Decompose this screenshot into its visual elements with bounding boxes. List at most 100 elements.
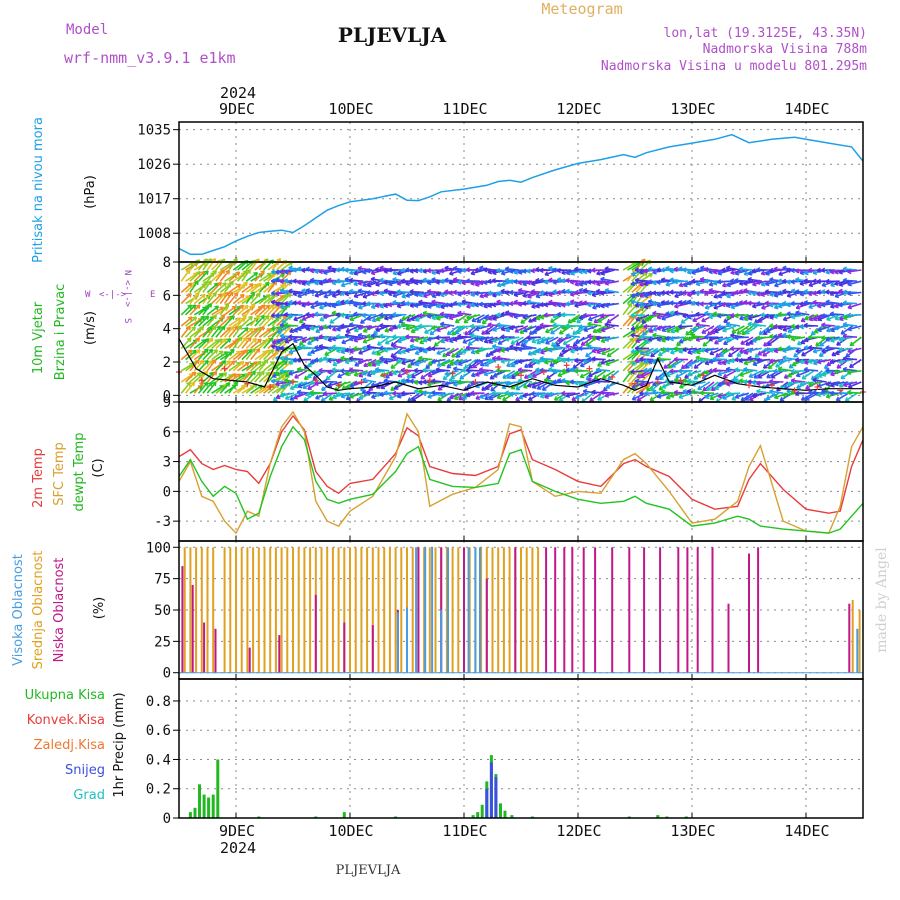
wind-barb-head [743, 363, 749, 366]
wind-barb-head [583, 385, 588, 388]
wind-barb-head [292, 293, 297, 297]
wind-barb [284, 336, 299, 343]
wind-barb [479, 336, 494, 341]
wind-barb-head [318, 359, 323, 363]
wind-barb-head [367, 318, 372, 321]
wind-barb [206, 349, 218, 361]
wind-barb [271, 347, 282, 361]
model-label: Model [66, 22, 108, 38]
wind-barb [648, 369, 663, 372]
wind-barb [237, 327, 249, 338]
wind-barb [627, 262, 641, 271]
wind-barb [601, 325, 615, 332]
wind-barb-head [310, 328, 315, 331]
wind-barb-head [379, 306, 384, 309]
wind-barb-head [648, 361, 653, 365]
wind-barb-head [288, 315, 293, 319]
wind-barb-head [396, 305, 402, 309]
wind-barb-head [348, 323, 353, 328]
wind-barb [367, 280, 381, 287]
wind-barb [434, 336, 446, 347]
wind-barb-head [205, 304, 210, 307]
wind-barb [604, 280, 619, 285]
wind-barb [367, 314, 381, 321]
wind-barb [515, 381, 529, 391]
wind-barb-head [483, 374, 489, 377]
wind-barb-head [682, 338, 687, 342]
wind-barb-head [392, 356, 397, 361]
wind-barb [411, 392, 425, 402]
wind-barb [250, 306, 263, 316]
wind-barb-head [548, 394, 553, 398]
wind-barb [527, 291, 542, 298]
wind-barb-head [427, 338, 432, 342]
wind-barb [211, 350, 224, 361]
wind-barb-head [691, 291, 696, 295]
wind-barb [488, 392, 503, 401]
wind-barb-head [708, 361, 713, 364]
wind-barb [604, 267, 619, 271]
day-label: 14DEC [784, 100, 829, 118]
wind-barb-head [699, 303, 704, 307]
wind-barb-head [409, 270, 414, 274]
wind-barb-head [496, 301, 501, 305]
wind-barb-head [574, 370, 579, 374]
wind-barb-head [492, 295, 497, 298]
wind-barb [349, 314, 364, 321]
wind-barb-head [557, 375, 563, 378]
temp-ylabel-dewpt: dewpt Temp [72, 432, 87, 511]
wind-barb-head [191, 371, 196, 374]
wind-barb-head [748, 318, 753, 321]
wind-barb-head [214, 305, 219, 308]
wind-barb [193, 325, 204, 338]
wind-barb-head [367, 285, 372, 288]
wind-barb [500, 358, 515, 363]
wind-barb-head [435, 337, 440, 341]
wind-barb-head [283, 324, 288, 328]
wind-barb-head [187, 349, 192, 352]
wind-barb-head [327, 279, 332, 283]
wind-barb-head [673, 348, 678, 352]
wind-barb-head [726, 339, 731, 343]
wind-barb-head [570, 351, 575, 354]
wind-barb-head [383, 270, 388, 274]
wind-barb-head [735, 396, 740, 399]
wind-barb-head [513, 281, 518, 285]
wind-barb-head [340, 370, 345, 374]
wind-barb [197, 280, 208, 293]
wind-barb-head [209, 371, 214, 375]
wind-barb [310, 391, 325, 394]
wind-barb [206, 292, 217, 305]
wind-barb-head [483, 305, 488, 309]
wind-barb [236, 314, 247, 327]
wind-barb-head [531, 283, 536, 287]
wind-barb [436, 314, 451, 320]
wind-barb [522, 314, 537, 319]
wind-barb-head [661, 318, 666, 321]
wind-barb [604, 323, 619, 327]
wind-barb [237, 304, 249, 316]
legend-snow: Snijeg [65, 763, 105, 778]
station-title: PLJEVLJA [338, 23, 447, 47]
wind-barb-head [371, 306, 376, 310]
wind-barb-head [509, 393, 514, 397]
wind-barb [215, 306, 229, 316]
wind-barb-head [704, 280, 709, 284]
wind-barb [652, 312, 667, 316]
wind-barb-head [600, 292, 605, 296]
wind-barb-head [565, 334, 570, 339]
wind-barb [622, 370, 633, 383]
precip-axis-label: 1hr Precip (mm) [112, 692, 127, 797]
wind-barb-head [335, 280, 340, 284]
wind-barb-head [344, 278, 349, 283]
legend-convective: Konvek.Kisa [27, 713, 105, 728]
wind-barb-head [357, 267, 362, 272]
day-label: 10DEC [328, 822, 373, 840]
wind-barb-head [470, 382, 475, 386]
wind-barb-head [370, 278, 375, 282]
wind-barb-head [738, 268, 743, 272]
wind-barb [327, 381, 342, 387]
wind-barb-head [504, 303, 510, 307]
